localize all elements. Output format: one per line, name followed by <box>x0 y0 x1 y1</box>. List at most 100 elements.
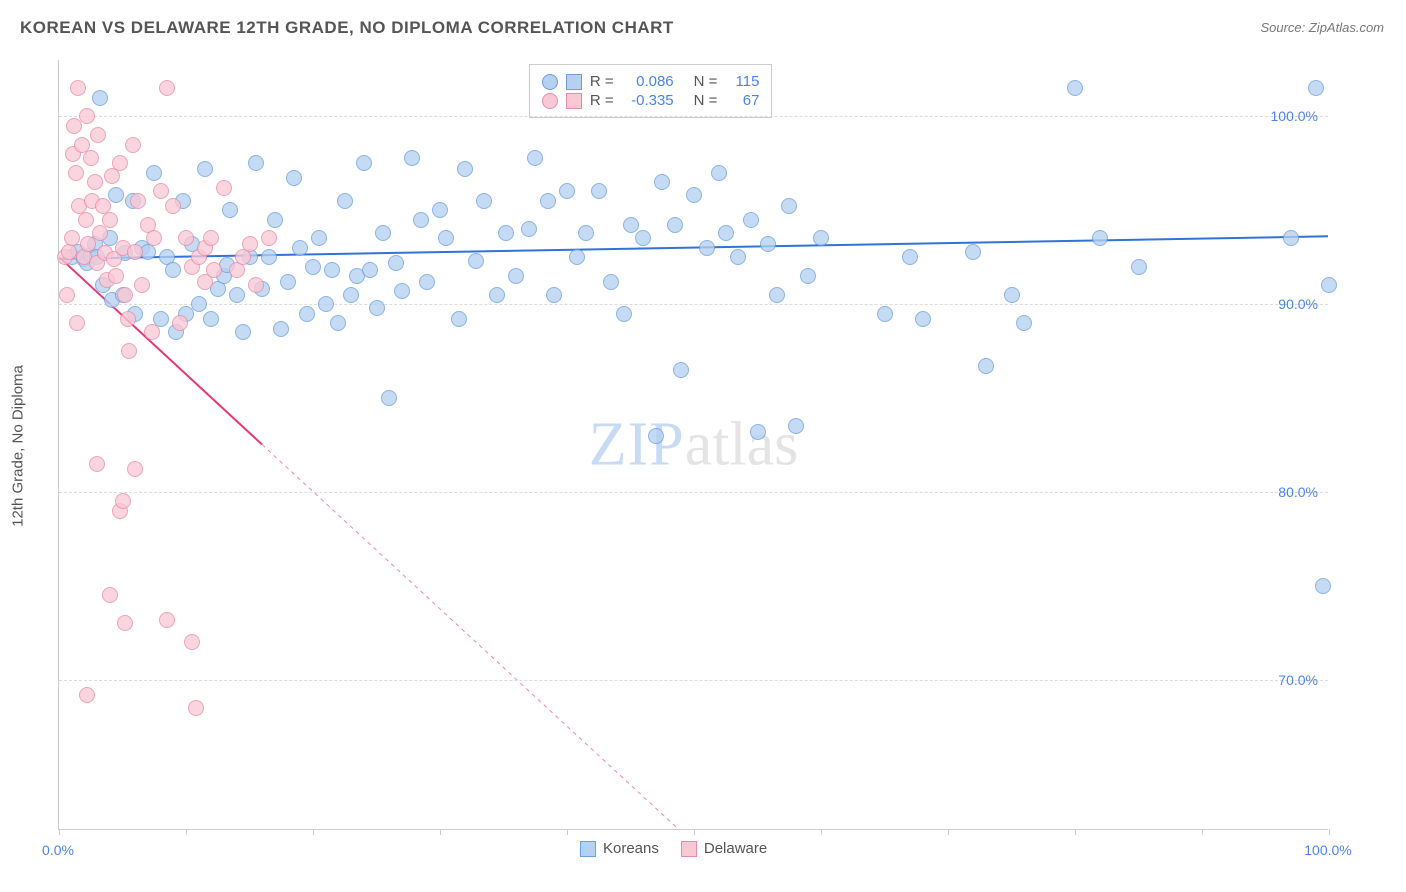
gridline <box>59 116 1328 117</box>
data-point <box>330 315 346 331</box>
data-point <box>902 249 918 265</box>
data-point <box>381 390 397 406</box>
data-point <box>404 150 420 166</box>
data-point <box>800 268 816 284</box>
data-point <box>261 249 277 265</box>
data-point <box>813 230 829 246</box>
legend-label: Koreans <box>603 840 659 857</box>
correlation-legend: R =0.086N =115R =-0.335N =67 <box>529 64 773 118</box>
legend-item: Koreans <box>580 840 659 857</box>
data-point <box>191 296 207 312</box>
x-tick-mark <box>440 829 441 835</box>
y-tick-label: 90.0% <box>1278 296 1318 312</box>
data-point <box>242 236 258 252</box>
x-tick-mark <box>1329 829 1330 835</box>
series-legend: Koreans Delaware <box>580 840 767 857</box>
plot-area: ZIPatlas R =0.086N =115R =-0.335N =67 70… <box>58 60 1328 830</box>
data-point <box>273 321 289 337</box>
data-point <box>235 324 251 340</box>
data-point <box>286 170 302 186</box>
trend-lines <box>59 60 1328 829</box>
data-point <box>120 311 136 327</box>
data-point <box>79 108 95 124</box>
chart-title: KOREAN VS DELAWARE 12TH GRADE, NO DIPLOM… <box>20 18 674 38</box>
trend-line-solid <box>59 257 262 445</box>
data-point <box>760 236 776 252</box>
data-point <box>206 262 222 278</box>
x-tick-mark <box>821 829 822 835</box>
data-point <box>1004 287 1020 303</box>
legend-circle-icon <box>542 74 558 90</box>
data-point <box>438 230 454 246</box>
data-point <box>699 240 715 256</box>
legend-row: R =-0.335N =67 <box>542 92 760 109</box>
legend-swatch-icon <box>580 841 596 857</box>
data-point <box>603 274 619 290</box>
data-point <box>388 255 404 271</box>
data-point <box>112 155 128 171</box>
gridline <box>59 304 1328 305</box>
data-point <box>419 274 435 290</box>
data-point <box>546 287 562 303</box>
legend-label: Delaware <box>704 840 767 857</box>
data-point <box>280 274 296 290</box>
data-point <box>489 287 505 303</box>
legend-n-label: N = <box>694 92 718 109</box>
data-point <box>527 150 543 166</box>
data-point <box>457 161 473 177</box>
data-point <box>569 249 585 265</box>
data-point <box>337 193 353 209</box>
legend-square-icon <box>566 93 582 109</box>
data-point <box>476 193 492 209</box>
watermark: ZIPatlas <box>589 409 799 480</box>
gridline <box>59 492 1328 493</box>
data-point <box>591 183 607 199</box>
data-point <box>324 262 340 278</box>
data-point <box>540 193 556 209</box>
data-point <box>121 343 137 359</box>
data-point <box>261 230 277 246</box>
data-point <box>159 612 175 628</box>
gridline <box>59 680 1328 681</box>
data-point <box>648 428 664 444</box>
data-point <box>781 198 797 214</box>
data-point <box>711 165 727 181</box>
x-tick-mark <box>186 829 187 835</box>
data-point <box>1315 578 1331 594</box>
x-tick-mark <box>567 829 568 835</box>
data-point <box>108 187 124 203</box>
data-point <box>413 212 429 228</box>
data-point <box>229 287 245 303</box>
data-point <box>125 137 141 153</box>
x-tick-label: 100.0% <box>1304 842 1351 858</box>
data-point <box>144 324 160 340</box>
data-point <box>127 461 143 477</box>
data-point <box>130 193 146 209</box>
data-point <box>79 687 95 703</box>
data-point <box>68 165 84 181</box>
data-point <box>188 700 204 716</box>
data-point <box>915 311 931 327</box>
data-point <box>248 277 264 293</box>
data-point <box>1016 315 1032 331</box>
data-point <box>1283 230 1299 246</box>
data-point <box>788 418 804 434</box>
data-point <box>69 315 85 331</box>
data-point <box>83 150 99 166</box>
data-point <box>165 262 181 278</box>
data-point <box>1131 259 1147 275</box>
data-point <box>769 287 785 303</box>
data-point <box>70 80 86 96</box>
data-point <box>292 240 308 256</box>
data-point <box>559 183 575 199</box>
x-tick-mark <box>948 829 949 835</box>
data-point <box>654 174 670 190</box>
data-point <box>616 306 632 322</box>
data-point <box>102 587 118 603</box>
data-point <box>153 183 169 199</box>
data-point <box>203 230 219 246</box>
legend-circle-icon <box>542 93 558 109</box>
data-point <box>750 424 766 440</box>
x-tick-mark <box>1202 829 1203 835</box>
legend-n-value: 67 <box>725 92 759 109</box>
